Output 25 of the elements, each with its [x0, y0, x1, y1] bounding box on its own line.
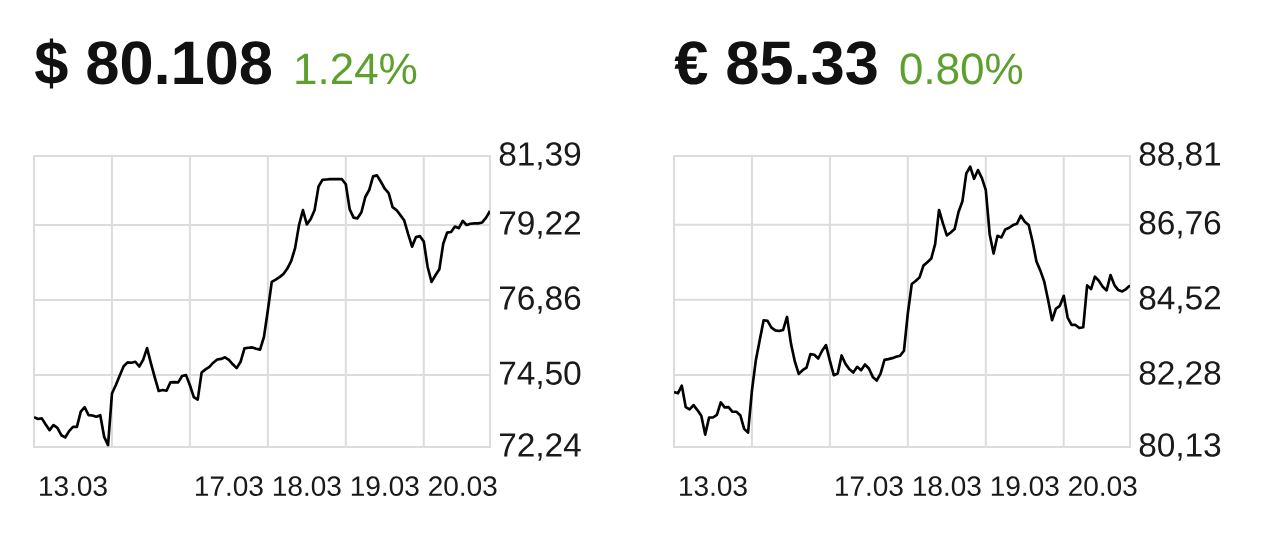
x-tick-label: 13.03	[40, 476, 107, 497]
x-tick-label: 20.03	[1069, 476, 1137, 497]
y-tick-label: 86,76	[1139, 210, 1221, 239]
chart-title: $ 80.108	[35, 38, 272, 89]
y-tick-label: 74,50	[499, 361, 581, 389]
x-tick-label: 19.03	[991, 476, 1059, 497]
y-tick-label: 72,24	[499, 433, 581, 461]
y-tick-label: 88,81	[1139, 142, 1221, 170]
x-tick-label: 19.03	[351, 476, 419, 497]
line-series	[674, 165, 1131, 436]
y-tick-label: 82,28	[1139, 361, 1221, 389]
x-tick-label: 17.03	[195, 476, 263, 497]
y-tick-label: 84,52	[1139, 286, 1220, 314]
x-tick-label: 17.03	[835, 476, 903, 497]
x-tick-label: 18.03	[273, 476, 341, 497]
chart-subtitle: 0.80%	[900, 53, 1023, 85]
x-tick-label: 18.03	[913, 476, 981, 497]
y-tick-label: 76,86	[499, 286, 581, 314]
y-tick-label: 79,22	[499, 211, 580, 239]
x-tick-label: 13.03	[680, 476, 747, 497]
x-tick-label: 20.03	[429, 476, 497, 497]
chart-title: € 85.33	[674, 41, 877, 85]
y-tick-label: 80,13	[1139, 433, 1221, 461]
chart-subtitle: 1.24%	[296, 53, 417, 85]
y-tick-label: 81,39	[499, 142, 581, 170]
